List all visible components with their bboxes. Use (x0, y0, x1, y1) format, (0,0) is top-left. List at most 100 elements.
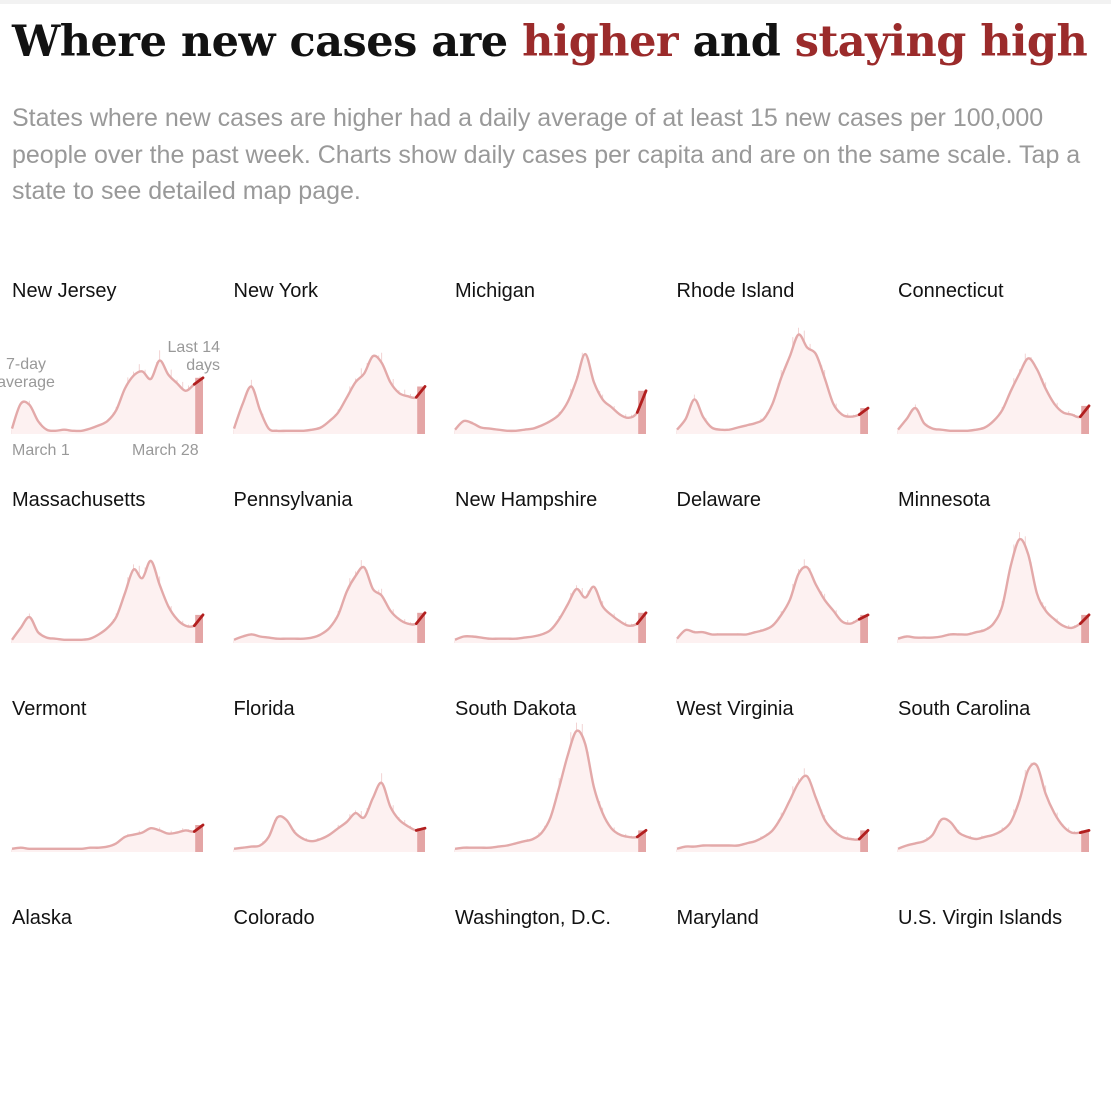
seven-day-average-line (10, 359, 204, 433)
area-fill (898, 763, 1089, 852)
seven-day-average-line (232, 354, 426, 433)
state-chart-new-hampshire[interactable]: New Hampshire (454, 489, 670, 689)
recent-bar-band (859, 408, 868, 434)
state-name: New Hampshire (455, 489, 598, 511)
seven-day-average-line (11, 824, 204, 851)
state-chart-alaska[interactable]: Alaska (12, 907, 227, 1107)
state-name: Maryland (676, 907, 759, 929)
state-chart-south-carolina[interactable]: South Carolina (897, 698, 1111, 898)
page-title: Where new cases are higher and staying h… (12, 10, 1088, 74)
state-name: South Carolina (898, 698, 1031, 720)
sparkline-chart (232, 352, 426, 434)
title-part: and (678, 17, 795, 67)
area-fill (455, 730, 646, 852)
seven-day-average-line (454, 729, 647, 850)
seven-day-average-line (676, 774, 869, 850)
recent-label-line2: days (186, 357, 220, 374)
seven-day-average-line (897, 537, 1090, 640)
area-fill (676, 334, 868, 434)
state-name: West Virginia (676, 698, 794, 720)
area-fill (12, 560, 203, 643)
state-chart-pennsylvania[interactable]: Pennsylvania (233, 489, 449, 689)
sparkline-chart (675, 327, 869, 434)
state-name: Connecticut (898, 280, 1004, 302)
recent-annotation: Last 14 days (150, 339, 220, 375)
area-fill (233, 355, 425, 434)
state-chart-massachusetts[interactable]: Massachusetts (11, 489, 227, 689)
state-name: U.S. Virgin Islands (898, 907, 1063, 929)
seven-day-average-line (897, 762, 1090, 850)
x-end-label: March 28 (132, 442, 199, 459)
avg-annotation: 7-day average (0, 356, 56, 392)
seven-day-average-line (11, 559, 204, 642)
recent-trend-line (857, 613, 869, 621)
recent-trend-line (192, 376, 205, 386)
recent-trend-line (1078, 613, 1091, 625)
state-chart-washington-d-c[interactable]: Washington, D.C. (455, 907, 670, 1107)
recent-bar-band (1081, 614, 1089, 643)
sparkline-chart (897, 353, 1091, 434)
state-name: Washington, D.C. (455, 907, 611, 929)
state-name: Florida (233, 698, 295, 720)
state-chart-new-york[interactable]: New York (232, 280, 449, 480)
state-name: Rhode Island (676, 280, 795, 302)
recent-bar-band (859, 830, 868, 852)
state-name: South Dakota (455, 698, 577, 720)
state-chart-florida[interactable]: Florida (233, 698, 449, 898)
x-start-label: March 1 (12, 442, 70, 459)
state-chart-delaware[interactable]: Delaware (675, 489, 892, 689)
state-chart-new-jersey[interactable]: New Jersey (10, 280, 227, 480)
sparkline-chart (10, 350, 205, 434)
recent-trend-line (857, 406, 869, 416)
recent-trend-line (635, 829, 648, 839)
state-name: New Jersey (12, 280, 117, 302)
state-chart-rhode-island[interactable]: Rhode Island (675, 280, 892, 480)
recent-label-line1: Last 14 (167, 339, 220, 356)
recent-bar-band (638, 390, 646, 434)
recent-trend-line (414, 385, 426, 399)
sparkline-chart (897, 532, 1091, 643)
sparkline-chart (897, 762, 1091, 852)
area-fill (898, 358, 1089, 434)
title-highlight-staying-high: staying high (794, 17, 1088, 67)
area-fill (233, 782, 425, 852)
seven-day-average-line (233, 565, 426, 641)
sparkline-chart (11, 559, 205, 643)
recent-trend-line (192, 613, 205, 628)
recent-bar-band (1081, 830, 1089, 852)
state-name: New York (233, 280, 319, 302)
seven-day-average-line (675, 333, 869, 432)
recent-trend-line (414, 826, 426, 832)
seven-day-average-line (675, 565, 869, 640)
state-chart-connecticut[interactable]: Connecticut (897, 280, 1111, 480)
state-chart-colorado[interactable]: Colorado (234, 907, 449, 1107)
sparkline-chart (675, 559, 869, 643)
state-chart-south-dakota[interactable]: South Dakota (454, 698, 670, 898)
recent-trend-line (414, 611, 426, 625)
state-name: Vermont (12, 698, 87, 720)
state-name: Massachusetts (12, 489, 146, 511)
state-chart-west-virginia[interactable]: West Virginia (676, 698, 892, 898)
state-name: Delaware (676, 489, 761, 511)
recent-bar-band (195, 377, 203, 434)
seven-day-average-line (897, 357, 1090, 433)
recent-bar-band (416, 612, 425, 643)
sparkline-chart (11, 823, 205, 852)
recent-bar-band (638, 830, 646, 852)
state-chart-minnesota[interactable]: Minnesota (897, 489, 1111, 689)
area-fill (898, 539, 1089, 643)
page-subtitle: States where new cases are higher had a … (12, 104, 1081, 205)
title-part: Where new cases are (12, 17, 523, 67)
state-chart-maryland[interactable]: Maryland (677, 907, 892, 1107)
avg-label-line1: 7-day (5, 356, 47, 373)
recent-trend-line (635, 389, 648, 414)
state-chart-michigan[interactable]: Michigan (454, 280, 670, 480)
state-chart-vermont[interactable]: Vermont (11, 698, 227, 898)
recent-trend-line (857, 829, 869, 841)
state-chart-u-s-virgin-islands[interactable]: U.S. Virgin Islands (898, 907, 1111, 1107)
area-fill (455, 586, 646, 643)
state-name: Pennsylvania (233, 489, 353, 511)
recent-trend-line (1078, 829, 1091, 834)
sparkline-chart (676, 768, 869, 852)
area-fill (12, 360, 203, 434)
